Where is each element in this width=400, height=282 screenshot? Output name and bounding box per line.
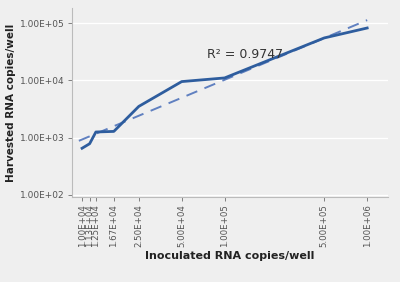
Y-axis label: Harvested RNA copies/well: Harvested RNA copies/well bbox=[6, 24, 16, 182]
Text: R² = 0.9747: R² = 0.9747 bbox=[207, 48, 283, 61]
X-axis label: Inoculated RNA copies/well: Inoculated RNA copies/well bbox=[145, 251, 315, 261]
